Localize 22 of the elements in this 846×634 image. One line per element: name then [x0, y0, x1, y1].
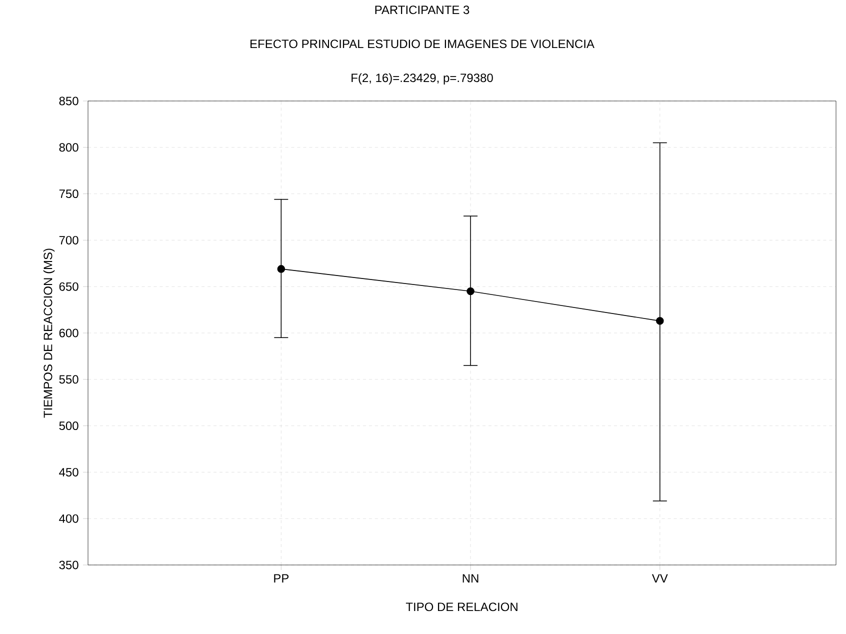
x-tick-label: NN	[462, 574, 478, 582]
chart-subtitle: EFECTO PRINCIPAL ESTUDIO DE IMAGENES DE VIOLENCIA	[250, 40, 594, 48]
point	[466, 287, 474, 296]
point	[277, 265, 286, 273]
y-tick-label: 800	[59, 143, 78, 152]
x-tick-label: VV	[652, 574, 668, 582]
y-tick-label: 500	[59, 422, 78, 430]
y-tick-label: 400	[59, 514, 78, 523]
y-axis-title: TIEMPOS DE REACCION (MS)	[43, 248, 55, 418]
point	[656, 317, 664, 325]
y-tick-label: 700	[59, 236, 78, 244]
y-tick-label: 350	[59, 560, 78, 570]
chart-title: PARTICIPANTE 3	[375, 6, 470, 14]
x-axis-title: TIPO DE RELACION	[406, 602, 518, 612]
text: F(2, 16)=.23429, p=.79380	[352, 73, 493, 84]
y-tick-label: 550	[59, 375, 78, 384]
y-tick-label: 600	[59, 328, 78, 338]
x-tick-label: PP	[274, 574, 289, 582]
y-tick-label: 650	[59, 282, 78, 291]
y-tick-label: 850	[59, 96, 78, 106]
y-tick-label: 450	[59, 468, 78, 476]
y-tick-label: 750	[59, 190, 78, 198]
